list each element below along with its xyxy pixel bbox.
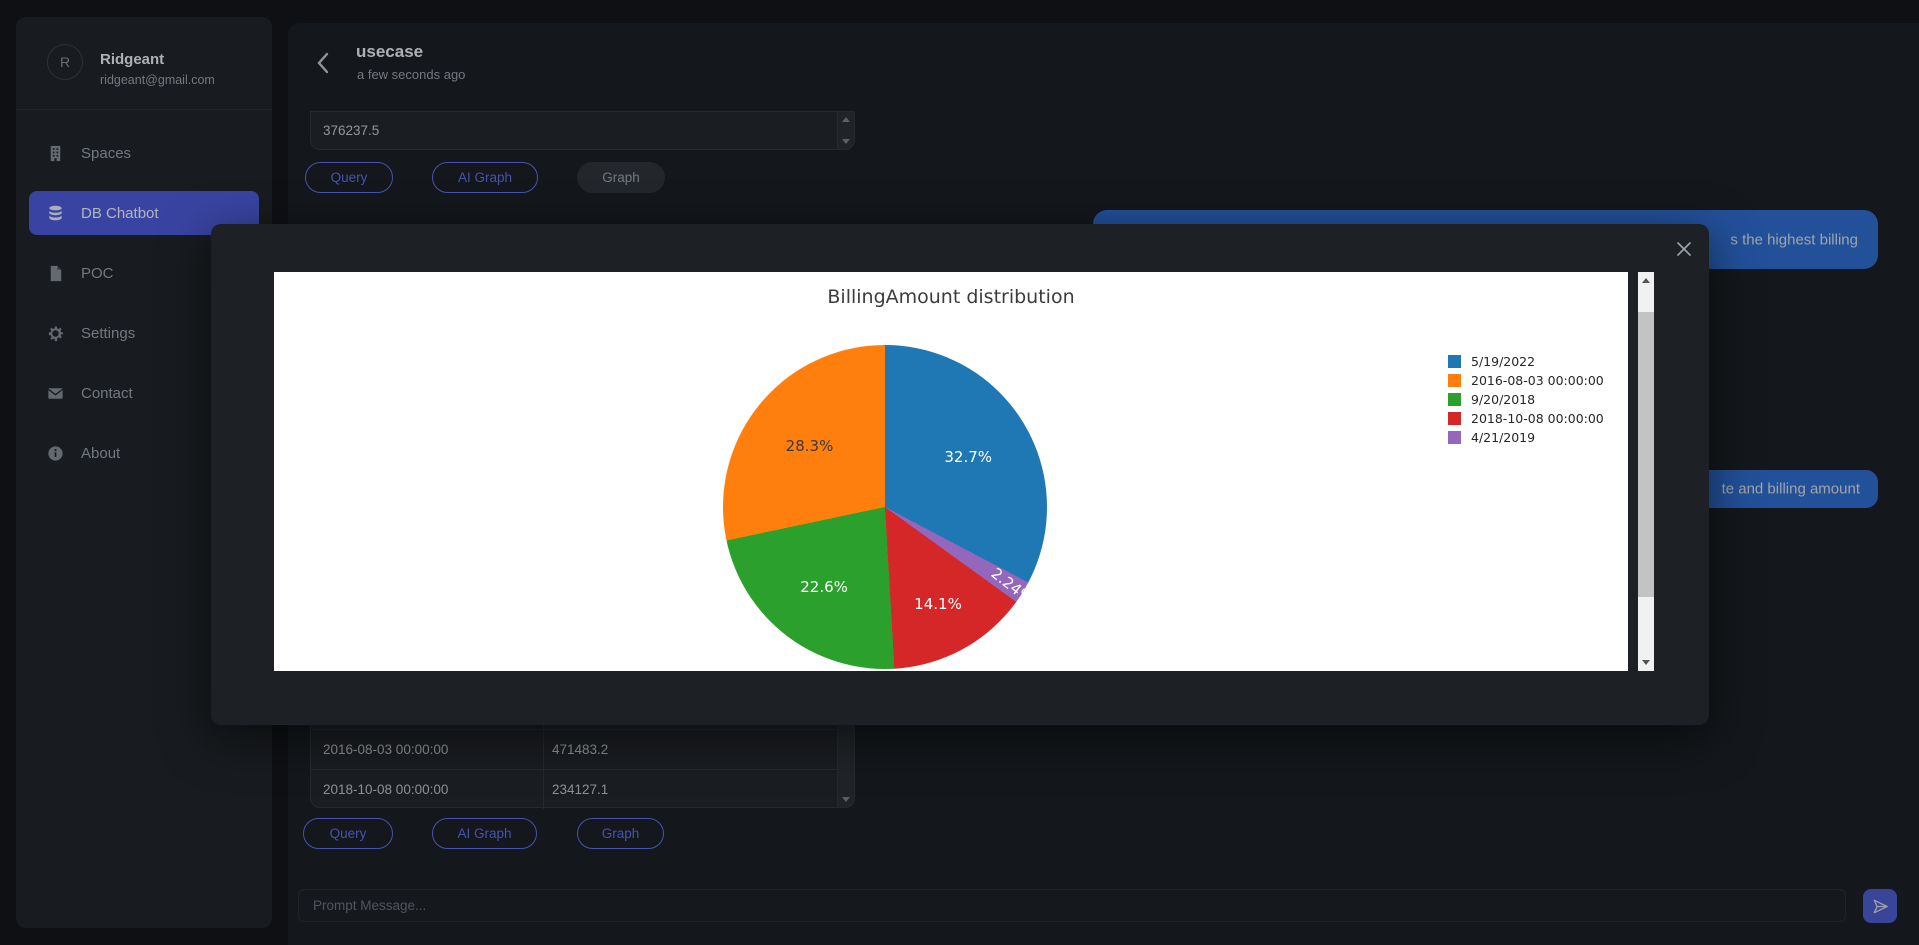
table-cell-amount: 234127.1: [543, 770, 839, 809]
table-row: 2018-10-08 00:00:00 234127.1: [311, 769, 839, 809]
avatar: R: [47, 44, 83, 80]
pie-label: 2.24%: [987, 563, 1036, 608]
table-row: 2016-08-03 00:00:00 471483.2: [311, 729, 839, 769]
user-email: ridgeant@gmail.com: [100, 73, 215, 87]
legend-swatch: [1448, 393, 1461, 406]
sidebar-item-poc[interactable]: POC: [29, 251, 259, 295]
table-scrollbar[interactable]: [837, 112, 854, 149]
chart-title: BillingAmount distribution: [827, 286, 1075, 308]
chart-scrollbar[interactable]: [1638, 272, 1654, 671]
chat-bubble-text: te and billing amount: [1721, 480, 1860, 498]
legend-row: 4/21/2019: [1434, 428, 1604, 447]
sidebar-item-label: DB Chatbot: [81, 204, 159, 222]
close-button[interactable]: [1671, 237, 1697, 263]
database-icon: [49, 205, 62, 220]
pie-chart: 32.7% 2.24% 14.1% 22.6% 28.3%: [723, 345, 1047, 669]
table-cell-date: 2016-08-03 00:00:00: [323, 742, 449, 757]
chat-bubble-text: s the highest billing: [1730, 231, 1858, 248]
sidebar-item-contact[interactable]: Contact: [29, 371, 259, 415]
gear-icon: [48, 325, 64, 341]
chart-legend: 5/19/2022 2016-08-03 00:00:00 9/20/2018 …: [1434, 352, 1604, 447]
legend-label: 5/19/2022: [1471, 354, 1536, 369]
send-button[interactable]: [1863, 889, 1897, 923]
avatar-initial: R: [59, 54, 71, 70]
sidebar-item-label: Spaces: [81, 144, 132, 162]
info-icon: [48, 445, 63, 461]
query-button-bottom[interactable]: Query: [303, 818, 393, 849]
pie-label: 22.6%: [800, 577, 848, 596]
legend-row: 2018-10-08 00:00:00: [1434, 409, 1604, 428]
legend-swatch: [1448, 355, 1461, 368]
table-cell-amount: 471483.2: [543, 730, 839, 769]
pie-label: 32.7%: [944, 447, 993, 466]
chart-modal: BillingAmount distribution 32.7% 2.24% 1…: [211, 224, 1709, 725]
graph-button-top: Graph: [577, 162, 665, 193]
legend-label: 4/21/2019: [1471, 430, 1536, 445]
pie-label: 14.1%: [914, 594, 962, 613]
pie-label: 28.3%: [785, 436, 834, 455]
sidebar-item-label: Settings: [81, 324, 136, 342]
legend-swatch: [1448, 431, 1461, 444]
ai-graph-button-top[interactable]: AI Graph: [432, 162, 538, 193]
table-cell-value: 376237.5: [323, 123, 380, 138]
graph-button-bottom[interactable]: Graph: [577, 818, 664, 849]
sidebar-item-label: About: [81, 444, 121, 462]
scroll-down-icon[interactable]: [1642, 660, 1650, 665]
prompt-input[interactable]: [298, 889, 1846, 922]
scroll-up-icon[interactable]: [842, 117, 850, 122]
sidebar-item-about[interactable]: About: [29, 431, 259, 475]
ai-graph-button-bottom[interactable]: AI Graph: [432, 818, 537, 849]
scrollbar-thumb[interactable]: [1638, 312, 1654, 597]
sidebar-divider: [16, 109, 272, 110]
page-title: usecase: [356, 42, 424, 61]
chart-area: BillingAmount distribution 32.7% 2.24% 1…: [274, 272, 1628, 671]
sidebar-item-label: Contact: [81, 384, 133, 402]
legend-label: 9/20/2018: [1471, 392, 1536, 407]
result-table-top[interactable]: 376237.5: [310, 111, 855, 150]
scroll-down-icon[interactable]: [842, 797, 850, 802]
back-button[interactable]: [310, 49, 336, 79]
envelope-icon: [47, 387, 64, 399]
chevron-left-icon: [317, 52, 329, 73]
scroll-up-icon[interactable]: [1642, 278, 1650, 283]
legend-swatch: [1448, 412, 1461, 425]
page-subtitle: a few seconds ago: [357, 67, 466, 82]
legend-swatch: [1448, 374, 1461, 387]
legend-label: 2016-08-03 00:00:00: [1471, 373, 1604, 388]
table-cell-date: 2018-10-08 00:00:00: [323, 782, 449, 797]
query-button-top[interactable]: Query: [305, 162, 393, 193]
send-icon: [1873, 899, 1888, 913]
legend-label: 2018-10-08 00:00:00: [1471, 411, 1604, 426]
sidebar-item-label: POC: [81, 264, 114, 282]
scroll-down-icon[interactable]: [842, 139, 850, 144]
file-icon: [50, 265, 62, 281]
legend-row: 9/20/2018: [1434, 390, 1604, 409]
sidebar-item-settings[interactable]: Settings: [29, 311, 259, 355]
user-name: Ridgeant: [100, 51, 165, 68]
sidebar-item-spaces[interactable]: Spaces: [29, 131, 259, 175]
close-icon: [1677, 241, 1691, 256]
legend-row: 5/19/2022: [1434, 352, 1604, 371]
legend-row: 2016-08-03 00:00:00: [1434, 371, 1604, 390]
building-icon: [50, 145, 61, 161]
